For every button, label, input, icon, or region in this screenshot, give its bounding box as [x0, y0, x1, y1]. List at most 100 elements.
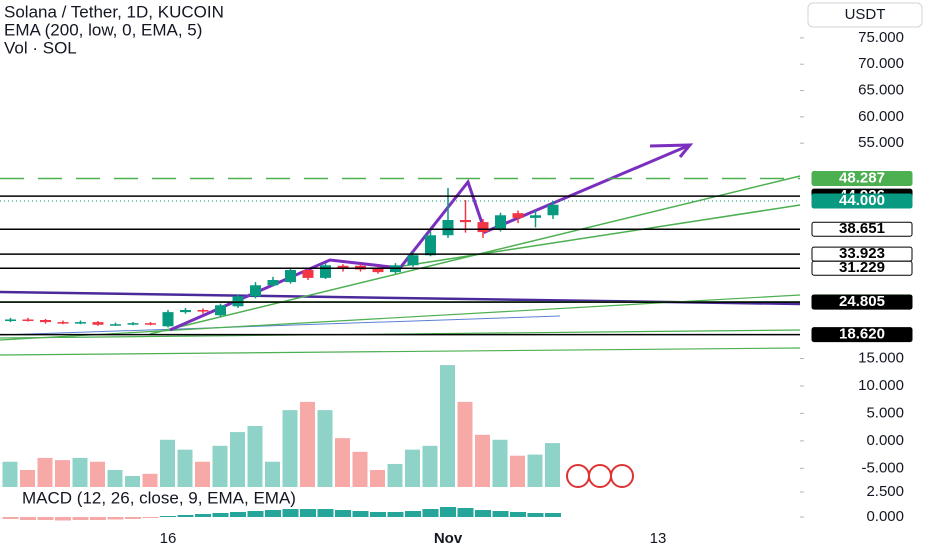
volume-bar: [545, 443, 560, 487]
currency-label[interactable]: USDT: [845, 6, 886, 23]
macd-bar: [72, 517, 89, 520]
macd-bar: [55, 517, 71, 521]
y-tick-label: 5.000: [866, 404, 904, 421]
macd-bar: [545, 513, 561, 517]
macd-bar: [37, 517, 54, 520]
volume-bar: [492, 439, 508, 487]
volume-bar: [125, 476, 140, 487]
volume-bar: [475, 434, 490, 487]
macd-bar: [527, 513, 544, 517]
y-tick-label: 55.000: [858, 134, 904, 151]
candle-body: [547, 204, 559, 216]
volume-bar: [2, 461, 18, 487]
macd-bar: [300, 509, 316, 517]
volume-bar: [405, 449, 420, 487]
candle-body: [145, 323, 156, 325]
arrow-head: [649, 143, 694, 158]
y-tick-label: 15.000: [858, 349, 904, 366]
candle-body: [197, 310, 209, 312]
macd-bar: [405, 511, 421, 517]
volume-bar: [457, 401, 473, 487]
macd-bar: [247, 511, 264, 517]
volume-bar: [142, 473, 158, 487]
ema-line: [0, 315, 561, 336]
volume-bar: [422, 445, 438, 487]
y-tick-label: 0.000: [866, 508, 904, 525]
candle-body: [512, 213, 524, 218]
volume-bar: [440, 365, 455, 487]
y-tick-label: 65.000: [858, 81, 904, 98]
macd-bar: [370, 512, 386, 517]
volume-label: Vol · SOL: [4, 38, 77, 57]
volume-bar: [265, 461, 280, 487]
candle-body: [215, 305, 226, 316]
macd-bar: [387, 512, 404, 517]
macd-bar: [265, 510, 281, 517]
volume-bar: [160, 439, 175, 487]
y-tick-label: 2.500: [866, 483, 904, 500]
volume-bar: [527, 454, 543, 487]
volume-bar: [177, 449, 193, 487]
price-label: 18.620: [839, 326, 885, 343]
candle-body: [442, 220, 454, 236]
candle-body: [477, 222, 489, 233]
macd-bar: [492, 511, 509, 517]
macd-bar: [475, 510, 491, 517]
candle-body: [267, 280, 279, 286]
candle-body: [75, 322, 86, 324]
candle-body: [40, 320, 51, 323]
macd-bar: [177, 515, 194, 517]
candle-body: [302, 270, 314, 278]
volume-bar: [335, 438, 350, 487]
candle-body: [57, 322, 69, 324]
macd-bar: [510, 512, 526, 517]
price-label-box: [811, 193, 913, 209]
macd-bar: [195, 514, 211, 517]
price-label: 31.229: [839, 259, 885, 276]
candle-body: [5, 319, 16, 322]
y-tick-label: 60.000: [858, 108, 904, 125]
candle-body: [530, 215, 541, 218]
volume-bar: [282, 410, 298, 487]
macd-bar: [457, 508, 474, 517]
volume-bar: [247, 426, 263, 487]
macd-bar: [125, 517, 141, 519]
macd-bar: [282, 509, 299, 517]
candle-body: [320, 265, 331, 278]
candle-body: [110, 324, 121, 326]
macd-bar: [335, 510, 351, 517]
volume-bar: [352, 451, 368, 487]
volume-bar: [90, 461, 105, 487]
x-tick-label: 16: [160, 530, 177, 547]
macd-label: MACD (12, 26, close, 9, EMA, EMA): [22, 488, 296, 507]
x-tick-label: Nov: [434, 530, 463, 547]
x-tick-label: 13: [650, 530, 667, 547]
candle-body: [460, 220, 471, 223]
price-label: 48.287: [839, 169, 885, 186]
macd-bar: [352, 511, 369, 517]
macd-bar: [212, 513, 229, 517]
candle-body: [180, 310, 191, 313]
candle-body: [92, 322, 104, 325]
price-label-box: [811, 294, 913, 310]
macd-bar: [422, 509, 439, 517]
volume-bar: [195, 461, 210, 487]
flag-icon: [566, 464, 634, 488]
volume-bar: [107, 469, 123, 487]
volume-bar: [370, 469, 385, 487]
price-label-box: [811, 327, 913, 343]
symbol-title: Solana / Tether, 1D, KUCOIN: [4, 2, 224, 21]
volume-bar: [230, 432, 245, 487]
price-label-box: [811, 170, 913, 186]
candle-body: [372, 267, 384, 273]
macd-bar: [20, 517, 36, 520]
price-label: 38.651: [839, 220, 885, 237]
trend-line: [389, 204, 801, 269]
y-tick-label: 70.000: [858, 55, 904, 72]
candle-body: [162, 312, 174, 327]
price-label-box: [811, 260, 913, 276]
y-tick-label: -5.000: [861, 459, 904, 476]
currency-button[interactable]: [807, 2, 923, 28]
candle-body: [250, 285, 261, 297]
